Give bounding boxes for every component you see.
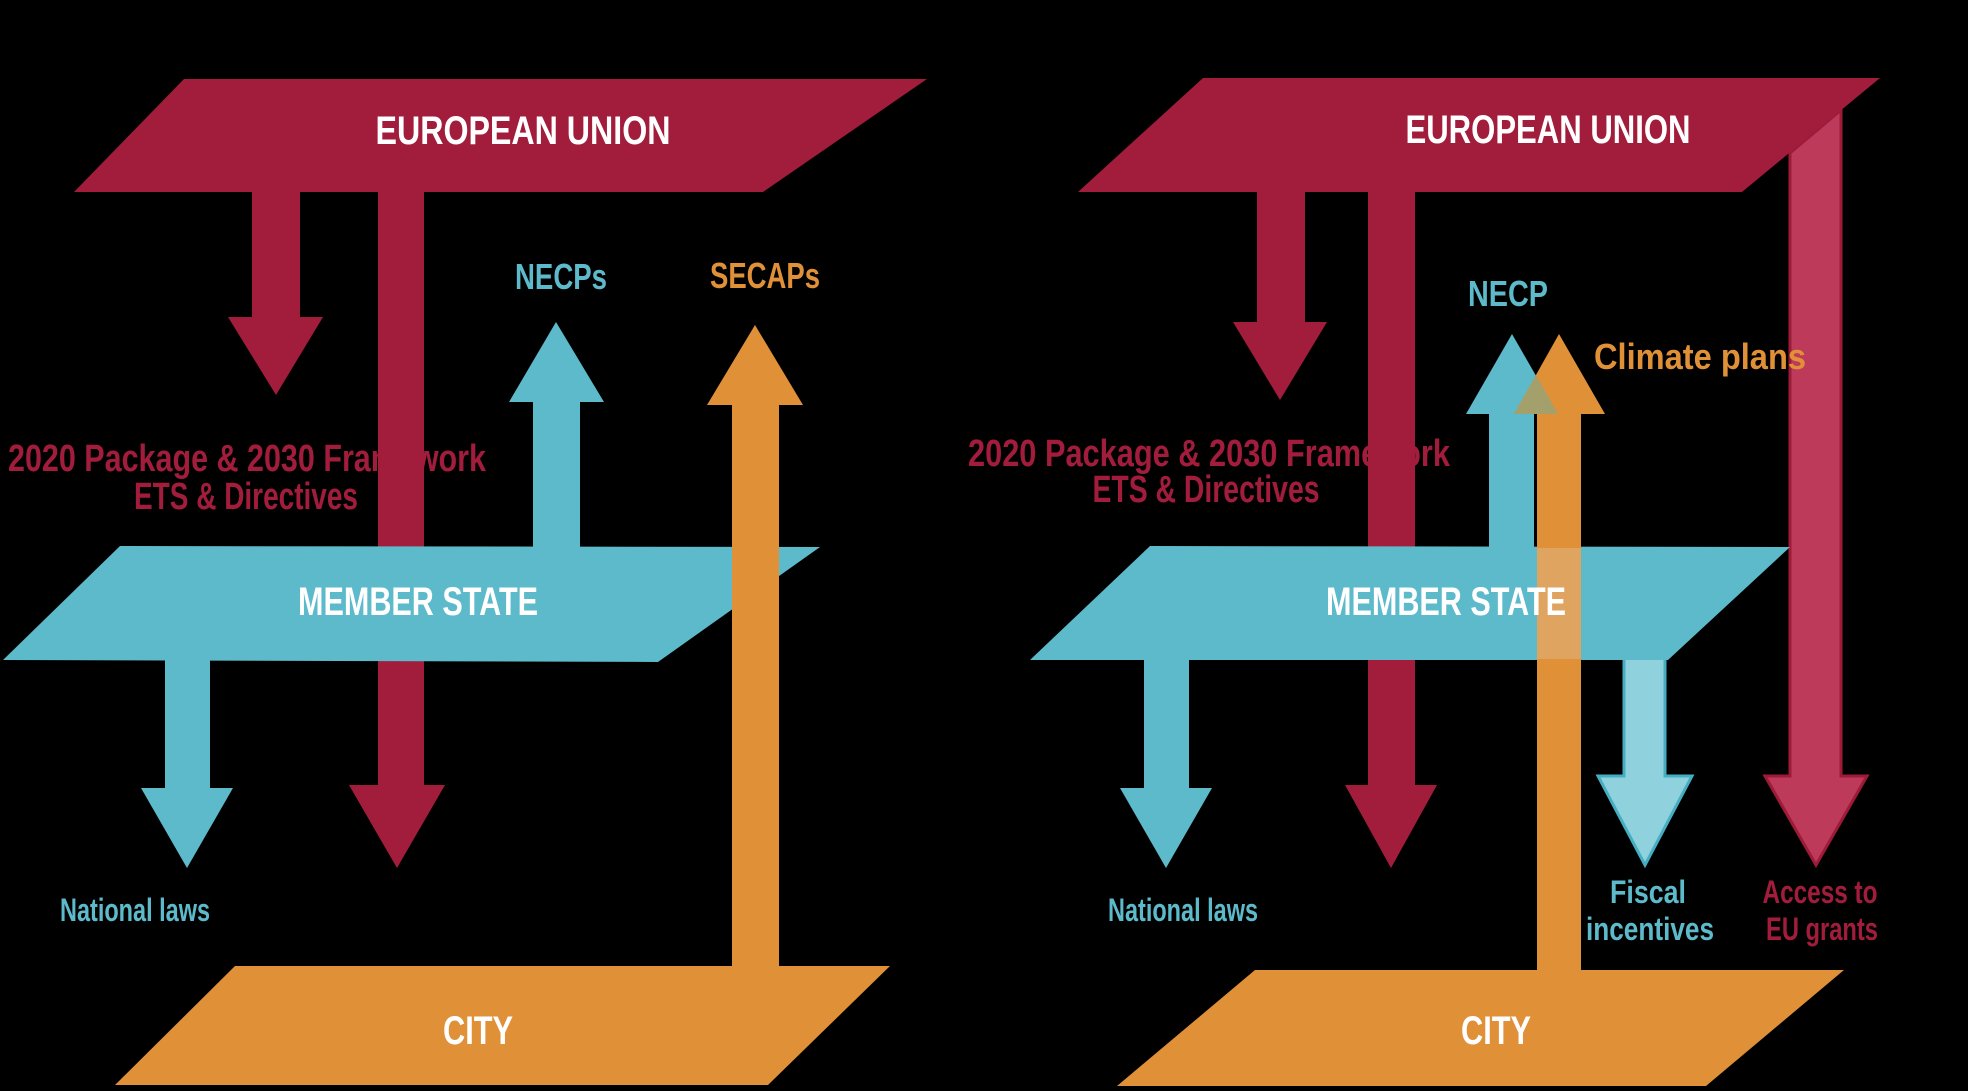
- eu-to-city-arrow-right: [1345, 192, 1437, 868]
- necps-arrow: [509, 322, 604, 560]
- national-laws-arrow-right: [1120, 600, 1212, 868]
- eu-title-left: EUROPEAN UNION: [376, 109, 671, 153]
- eu-directives-arrow-right: [1233, 192, 1327, 400]
- eu-to-city-arrow-left: [349, 192, 445, 868]
- fiscal-incentives-label-line1: Fiscal: [1610, 874, 1686, 910]
- eu-grants-label-line2: EU grants: [1766, 911, 1878, 947]
- city-title-right: CITY: [1461, 1009, 1531, 1053]
- climate-plans-band-overlap: [1537, 548, 1581, 659]
- eu-grants-label-line1: Access to: [1763, 874, 1878, 910]
- eu-band-right: [1078, 78, 1880, 192]
- eu-grants-arrow: [1762, 106, 1870, 869]
- policy-text-line2-left: ETS & Directives: [134, 476, 358, 518]
- member-state-title-right: MEMBER STATE: [1326, 580, 1566, 624]
- secaps-arrow: [707, 325, 803, 975]
- necp-label: NECP: [1468, 273, 1548, 314]
- necps-label: NECPs: [515, 256, 607, 297]
- national-laws-label-right: National laws: [1108, 892, 1258, 928]
- eu-band-left: [74, 79, 927, 192]
- city-band-right: [1117, 970, 1844, 1086]
- member-state-title-left: MEMBER STATE: [298, 580, 538, 624]
- city-title-left: CITY: [443, 1009, 513, 1053]
- national-laws-arrow-left: [141, 600, 233, 868]
- policy-text-line2-right: ETS & Directives: [1093, 469, 1320, 511]
- secaps-label: SECAPs: [710, 255, 820, 296]
- fiscal-incentives-label-line2: incentives: [1586, 911, 1714, 947]
- eu-title-right: EUROPEAN UNION: [1406, 108, 1691, 152]
- member-state-band-right: [1030, 546, 1790, 660]
- national-laws-label-left: National laws: [60, 892, 210, 928]
- climate-necp-head-overlap: [1514, 375, 1558, 414]
- climate-plans-label: Climate plans: [1594, 336, 1806, 377]
- city-band-left: [115, 966, 890, 1085]
- member-state-band-left: [3, 546, 820, 662]
- eu-directives-arrow-left: [228, 192, 323, 395]
